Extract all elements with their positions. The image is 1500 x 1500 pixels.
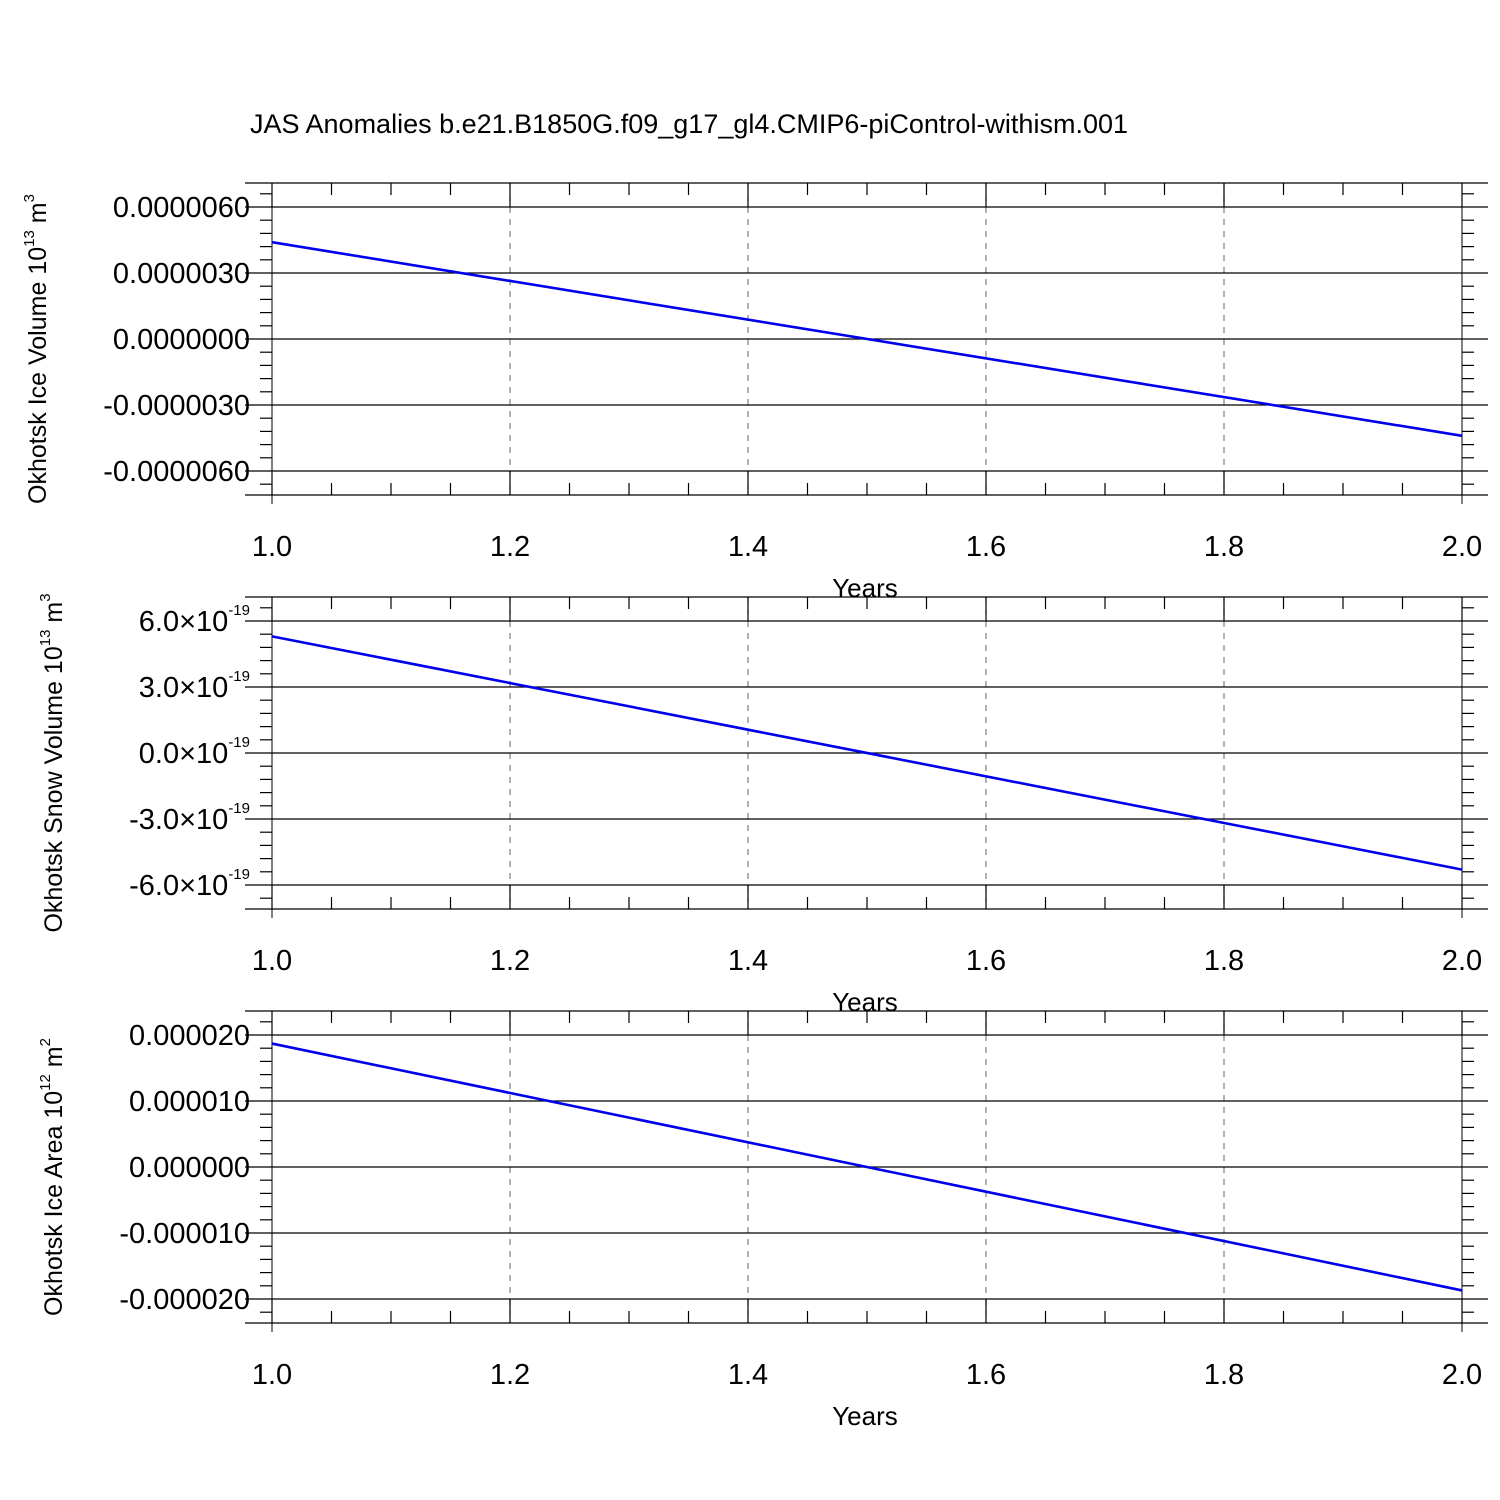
y-axis-title-unit-exponent: 3: [37, 593, 54, 601]
x-tick-label: 1.6: [966, 531, 1006, 563]
x-tick-label: 1.8: [1204, 1359, 1244, 1391]
y-tick-mantissa: -6.0×10: [129, 870, 228, 902]
y-axis-title-unit-exponent: 2: [37, 1038, 54, 1046]
y-axis-title-text: Okhotsk Ice Volume 10: [24, 247, 52, 504]
y-axis-title: Okhotsk Snow Volume 1013 m3: [37, 593, 68, 932]
y-tick-mantissa: -0.0000060: [103, 456, 250, 488]
x-tick-label: 1.0: [252, 1359, 292, 1391]
y-tick-mantissa: 0.0000030: [113, 258, 250, 290]
series-line: [271, 240, 1463, 438]
y-tick-label: 0.0000060: [113, 192, 250, 224]
y-tick-label: 0.0000000: [113, 324, 250, 356]
y-tick-label: 0.000010: [129, 1086, 250, 1118]
x-tick-label: 1.4: [728, 531, 768, 563]
y-tick-exponent: -19: [228, 668, 250, 685]
y-axis-title: Okhotsk Ice Volume 1013 m3: [21, 194, 52, 504]
x-tick-label: 1.2: [490, 1359, 530, 1391]
x-tick-label: 1.4: [728, 945, 768, 977]
x-tick-label: 1.4: [728, 1359, 768, 1391]
y-tick-mantissa: -0.0000030: [103, 390, 250, 422]
y-axis-title-exponent: 13: [37, 630, 54, 647]
x-tick-label: 2.0: [1442, 1359, 1482, 1391]
y-axis-title: Okhotsk Ice Area 1012 m2: [37, 1038, 68, 1316]
chart-panel-3: -0.000020 -0.000010 0.000000 0.000010 0.0000…: [37, 1010, 1488, 1431]
x-tick-label: 2.0: [1442, 531, 1482, 563]
y-tick-label: -0.0000060: [103, 456, 250, 488]
y-tick-mantissa: 3.0×10: [139, 672, 229, 704]
figure-title: JAS Anomalies b.e21.B1850G.f09_g17_gl4.C…: [250, 109, 1128, 139]
y-tick-label: -0.0000030: [103, 390, 250, 422]
x-tick-label: 2.0: [1442, 945, 1482, 977]
y-tick-label: 6.0×10-19: [139, 602, 250, 638]
x-tick-label: 1.2: [490, 945, 530, 977]
x-tick-label: 1.8: [1204, 945, 1244, 977]
y-tick-exponent: -19: [228, 602, 250, 619]
x-tick-label: 1.0: [252, 945, 292, 977]
y-axis-title-exponent: 13: [21, 230, 38, 247]
y-tick-label: -6.0×10-19: [129, 866, 250, 902]
y-tick-mantissa: -0.000010: [119, 1218, 250, 1250]
chart-panel-1: -0.0000060 -0.0000030 0.0000000 0.0000030 0.…: [21, 182, 1488, 603]
y-tick-mantissa: -3.0×10: [129, 804, 228, 836]
y-axis-title-unit-exponent: 3: [21, 194, 38, 202]
y-axis-title-unit: m: [24, 202, 52, 230]
y-tick-label: 0.000020: [129, 1020, 250, 1052]
y-tick-exponent: -19: [228, 800, 250, 817]
x-tick-label: 1.2: [490, 531, 530, 563]
y-tick-mantissa: 0.0000060: [113, 192, 250, 224]
x-tick-label: 1.8: [1204, 531, 1244, 563]
y-tick-label: -0.000010: [119, 1218, 250, 1250]
y-tick-exponent: -19: [228, 734, 250, 751]
x-axis-title: Years: [832, 1401, 898, 1431]
series-line: [271, 635, 1463, 871]
series-line: [271, 1042, 1463, 1292]
y-tick-label: 0.0×10-19: [139, 734, 250, 770]
y-axis-title-text: Okhotsk Ice Area 10: [40, 1091, 68, 1316]
y-tick-mantissa: 0.000020: [129, 1020, 250, 1052]
y-tick-label: 0.000000: [129, 1152, 250, 1184]
y-tick-label: -0.000020: [119, 1284, 250, 1316]
x-tick-label: 1.6: [966, 1359, 1006, 1391]
y-tick-mantissa: -0.000020: [119, 1284, 250, 1316]
chart-panel-2: -6.0×10-19-3.0×10-190.0×10-193.0×10-196.…: [37, 593, 1488, 1017]
y-tick-label: -3.0×10-19: [129, 800, 250, 836]
y-axis-title-exponent: 12: [37, 1074, 54, 1091]
y-tick-exponent: -19: [228, 866, 250, 883]
x-axis-title: Years: [832, 573, 898, 603]
y-tick-mantissa: 6.0×10: [139, 606, 229, 638]
y-tick-label: 0.0000030: [113, 258, 250, 290]
y-tick-label: 3.0×10-19: [139, 668, 250, 704]
y-axis-title-unit: m: [40, 1046, 68, 1074]
y-axis-title-text: Okhotsk Snow Volume 10: [40, 646, 68, 932]
x-tick-label: 1.6: [966, 945, 1006, 977]
x-axis-title: Years: [832, 987, 898, 1017]
y-tick-mantissa: 0.000000: [129, 1152, 250, 1184]
y-tick-mantissa: 0.0000000: [113, 324, 250, 356]
chart-panels: -0.0000060 -0.0000030 0.0000000 0.0000030 0.…: [21, 182, 1488, 1431]
y-axis-title-unit: m: [40, 602, 68, 630]
y-tick-mantissa: 0.0×10: [139, 738, 229, 770]
y-tick-mantissa: 0.000010: [129, 1086, 250, 1118]
x-tick-label: 1.0: [252, 531, 292, 563]
